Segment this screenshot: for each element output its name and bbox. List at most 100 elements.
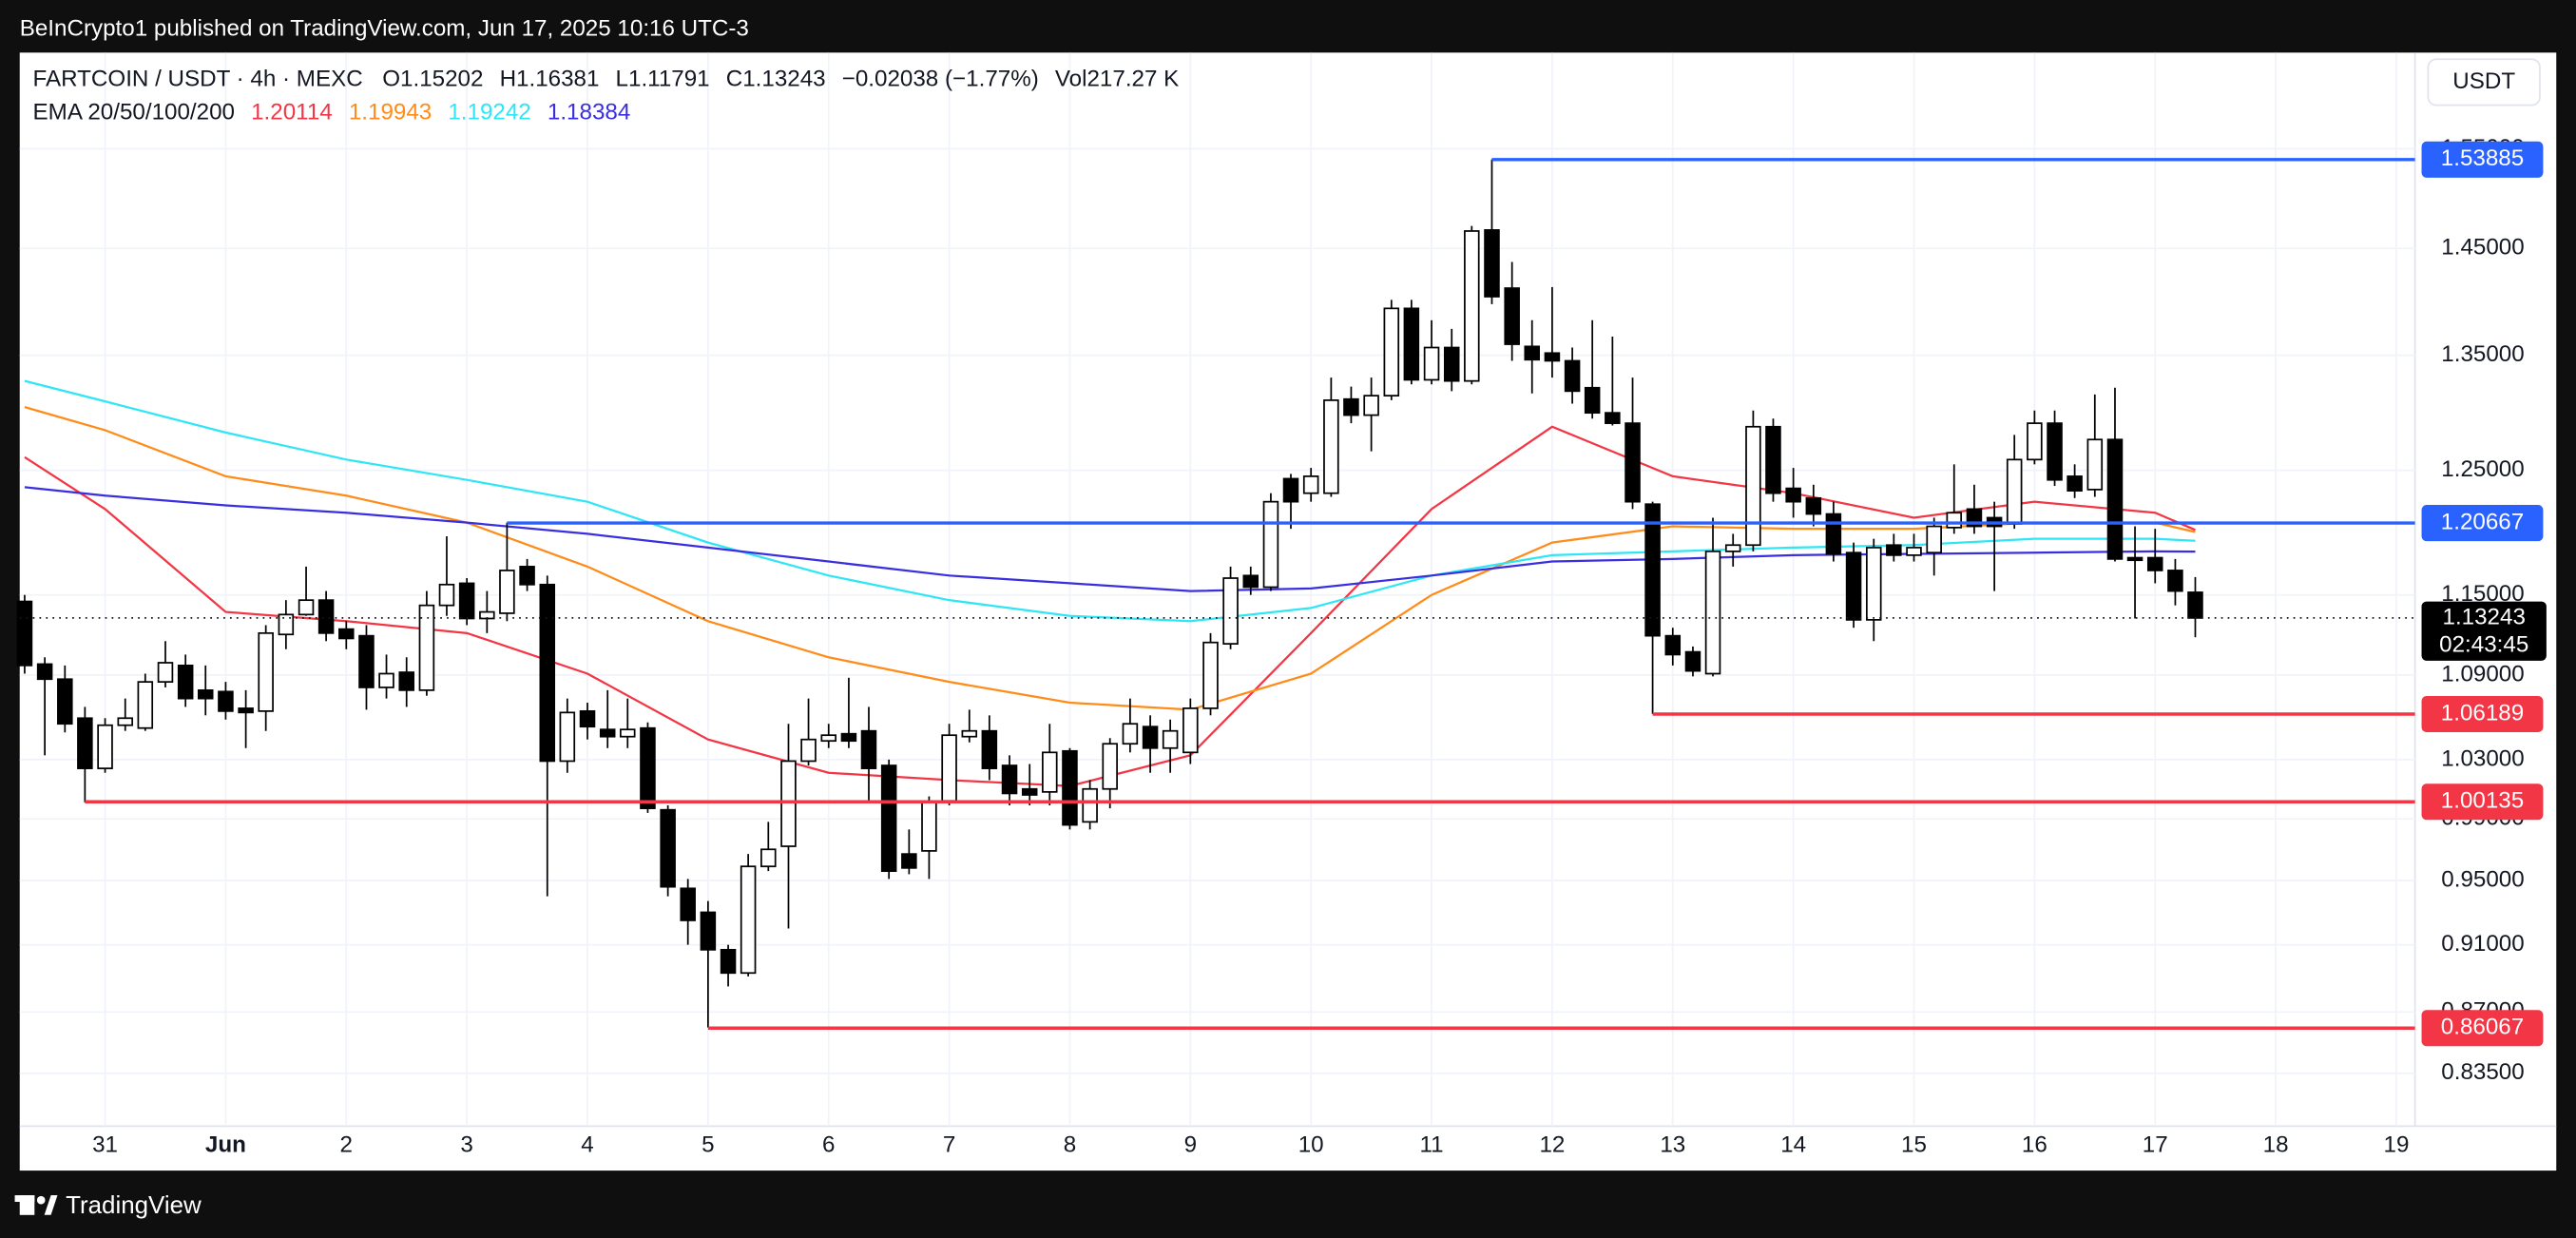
ema-line	[24, 425, 2196, 787]
currency[interactable]: USDT	[2452, 68, 2515, 94]
candle-body	[1021, 787, 1038, 796]
candle-body	[1102, 743, 1118, 790]
ohlc-value: 1.13243	[742, 67, 825, 92]
ema-value: 1.19242	[448, 100, 530, 126]
candle-body	[499, 570, 515, 614]
candle-body	[438, 583, 455, 607]
x-tick-label: 5	[702, 1132, 714, 1158]
candle-body	[880, 764, 897, 872]
level-label: 1.06189	[2441, 700, 2524, 725]
candle-body	[961, 729, 978, 738]
x-tick-label: 19	[2384, 1132, 2410, 1158]
candle-body	[1202, 641, 1219, 709]
candle-body	[57, 678, 73, 725]
level-label-box	[2421, 505, 2544, 542]
candle-body	[1504, 287, 1520, 345]
x-tick-label: 10	[1298, 1132, 1324, 1158]
candle-body	[418, 604, 435, 691]
candle-body	[1825, 513, 1842, 555]
candle-body	[1745, 425, 1761, 547]
y-tick-label: 0.83500	[2441, 1059, 2524, 1085]
y-tick-label: 1.35000	[2441, 341, 2524, 367]
logo-part	[14, 1195, 35, 1202]
candle-body	[760, 848, 777, 868]
candle-body	[680, 887, 696, 921]
candle-body	[2187, 591, 2203, 619]
x-tick-label: 7	[943, 1132, 955, 1158]
candle-body	[700, 911, 717, 951]
ema-value: 1.20114	[251, 100, 333, 126]
candle-body	[1906, 547, 1922, 556]
candle-body	[2006, 458, 2023, 525]
candle-body	[1484, 229, 1500, 298]
candle-body	[2086, 438, 2104, 491]
currency-button[interactable]	[2427, 58, 2541, 106]
candle-body	[1122, 723, 1139, 745]
candle-body	[800, 738, 817, 763]
brand: TradingView	[66, 1192, 202, 1219]
y-tick-label: 1.03000	[2441, 745, 2524, 771]
ohlc-label: C	[726, 67, 742, 92]
candle-body	[1624, 422, 1641, 503]
ohlc-label: L	[616, 67, 628, 92]
candle-body	[1684, 650, 1701, 672]
candle-body	[1564, 359, 1581, 393]
candle-body	[2146, 556, 2163, 571]
x-tick-label: 9	[1184, 1132, 1197, 1158]
candle-body	[1886, 544, 1902, 556]
candle-body	[1584, 386, 1601, 415]
price-label-box	[2421, 601, 2547, 661]
candle-body	[720, 948, 737, 975]
candle-body	[1282, 477, 1299, 503]
chart-area	[19, 52, 2557, 1171]
x-tick-label: 17	[2143, 1132, 2168, 1158]
ema-legend: EMA 20/50/100/200 1.20114 1.19943 1.1924…	[33, 100, 631, 126]
candle-body	[1323, 399, 1339, 494]
candle-body	[1403, 307, 1420, 381]
candle-body	[458, 582, 475, 620]
x-tick-label: 3	[460, 1132, 472, 1158]
candle-body	[1865, 547, 1882, 621]
ema-value: 1.18384	[548, 100, 630, 126]
candle-body	[2027, 422, 2043, 461]
candle-body	[1242, 574, 1259, 589]
x-tick-label: 4	[581, 1132, 593, 1158]
candle-body	[2047, 422, 2063, 481]
level-label: 1.20667	[2441, 509, 2524, 534]
candle-body	[1001, 764, 1018, 795]
candle-body	[398, 671, 414, 691]
y-tick-label: 1.09000	[2441, 661, 2524, 687]
ohlc-value: 1.15202	[400, 67, 483, 92]
candle-body	[1302, 475, 1319, 494]
candle-body	[941, 734, 957, 803]
candle-body	[619, 728, 636, 738]
brand-logo	[14, 1195, 58, 1215]
candle-body	[36, 663, 53, 681]
candle-body	[1182, 707, 1199, 754]
candle-body	[1845, 551, 1862, 621]
candle-body	[1704, 551, 1721, 675]
candle-body	[1222, 577, 1239, 645]
candle-body	[317, 599, 335, 634]
candle-body	[1605, 412, 1621, 424]
x-tick-label: 15	[1901, 1132, 1927, 1158]
logo-part	[36, 1195, 46, 1205]
candle-body	[77, 717, 93, 769]
candle-body	[660, 808, 676, 888]
candle-body	[780, 760, 797, 847]
level-label-box	[2421, 1010, 2544, 1047]
candle-body	[1082, 787, 1098, 823]
candle-body	[901, 853, 917, 869]
candle-body	[16, 600, 33, 667]
logo-part	[44, 1195, 58, 1215]
level-label: 0.86067	[2441, 1015, 2524, 1040]
ema-value: 1.19943	[349, 100, 432, 126]
level-layer: 1.53885 1.20667 1.06189 1.00135 0.86067 1.132…	[19, 141, 2547, 1047]
candle-body	[1383, 307, 1400, 397]
candle-body	[117, 717, 134, 726]
candle-body	[278, 613, 295, 636]
candle-body	[1042, 751, 1058, 793]
candle-body	[1343, 397, 1359, 416]
candle-body	[1423, 346, 1440, 381]
candle-body	[820, 734, 837, 743]
